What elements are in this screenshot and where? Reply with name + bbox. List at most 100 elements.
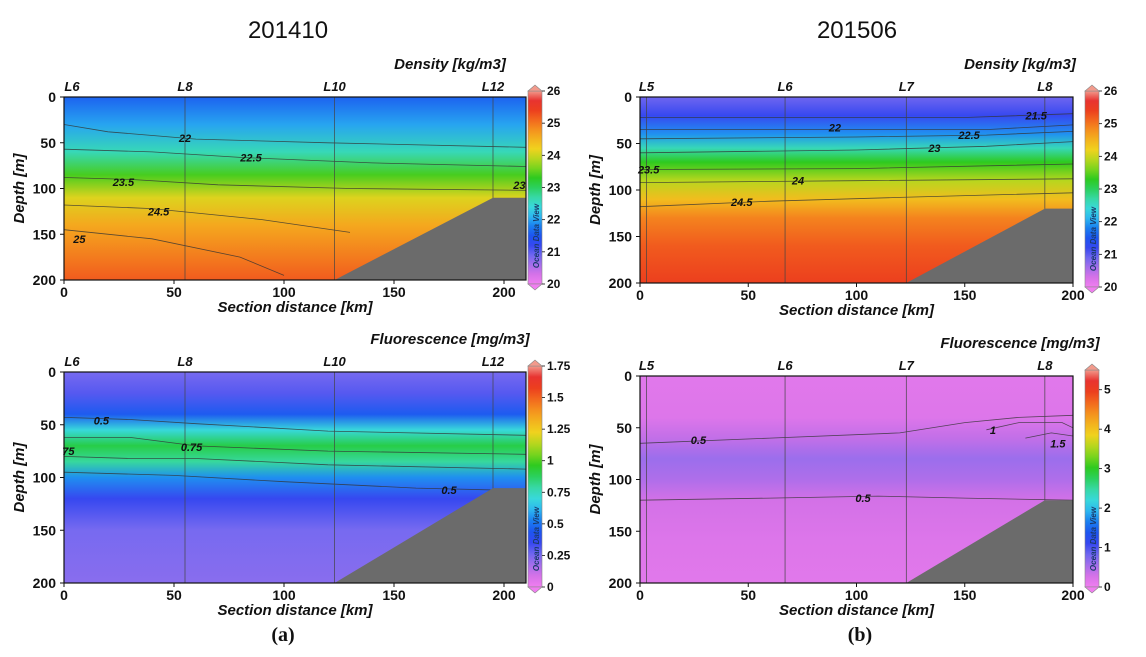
y-tick-label: 150 [609, 523, 633, 539]
contour-line [986, 422, 1074, 431]
panel-title: Fluorescence [mg/m3] [940, 335, 1100, 352]
colorbar-tick-label: 0 [1104, 580, 1111, 594]
contour-label: 22 [828, 123, 841, 135]
colorbar-tick-label: 20 [1104, 280, 1118, 294]
contour-line [639, 495, 1074, 501]
contour-label: 25 [72, 234, 86, 246]
panel-letter-a: (a) [271, 624, 294, 646]
x-axis-label: Section distance [km] [217, 299, 373, 316]
station-label: L12 [482, 354, 505, 369]
colorbar-tick-label: 2 [1104, 501, 1111, 515]
seafloor [906, 208, 1073, 283]
contour-label: 22.5 [239, 152, 262, 164]
odv-watermark: Ocean Data View [532, 203, 541, 268]
y-axis-label: Depth [m] [587, 444, 604, 515]
colorbar-tick-label: 22 [547, 213, 561, 227]
contour-label: 24.5 [147, 206, 170, 218]
station-label: L5 [639, 358, 655, 373]
station-label: L7 [899, 79, 915, 94]
colorbar-tick-label: 1 [547, 454, 554, 468]
x-tick-label: 150 [953, 287, 977, 303]
colorbar-tick-label: 23 [547, 181, 561, 195]
x-tick-label: 100 [272, 284, 296, 300]
panel-title: Fluorescence [mg/m3] [370, 331, 530, 348]
contour-label: 1 [990, 425, 996, 437]
seafloor [334, 488, 526, 583]
x-axis-label: Section distance [km] [779, 602, 935, 619]
colorbar-cap-top [527, 359, 543, 367]
x-tick-label: 50 [740, 587, 756, 603]
x-tick-label: 0 [636, 587, 644, 603]
contour-line [63, 204, 351, 233]
x-tick-label: 50 [166, 587, 182, 603]
panel-letter-b: (b) [848, 624, 872, 646]
y-axis-label: Depth [m] [587, 154, 604, 225]
station-label: L10 [323, 354, 346, 369]
station-label: L6 [777, 358, 793, 373]
x-axis-label: Section distance [km] [217, 602, 373, 619]
y-tick-label: 50 [40, 417, 56, 433]
chart-panel-1: L5 L6 L7 L8 21.5 22 22.5 23 23.5 24 24.5 0 50 100 150 2… [587, 56, 1118, 319]
x-axis-label: Section distance [km] [779, 302, 935, 319]
y-tick-label: 200 [609, 575, 633, 591]
station-label: L10 [323, 79, 346, 94]
panel-title: Density [kg/m3] [964, 56, 1077, 73]
y-tick-label: 150 [33, 522, 57, 538]
odv-watermark: Ocean Data View [532, 506, 541, 571]
y-tick-label: 0 [48, 364, 56, 380]
station-label: L8 [1037, 358, 1053, 373]
colorbar-tick-label: 1.25 [547, 422, 571, 436]
colorbar-tick-label: 24 [547, 148, 561, 162]
contour-line [63, 456, 527, 470]
colorbar-tick-label: 0 [547, 580, 554, 594]
contour-label: 23.5 [112, 177, 135, 189]
y-tick-label: 100 [33, 470, 57, 486]
chart-panel-3: L5 L6 L7 L80.511.50.50 50 100 150 2000501001502… [587, 335, 1111, 619]
odv-watermark: Ocean Data View [1089, 506, 1098, 571]
contour-line [63, 148, 527, 167]
y-axis-label: Depth [m] [11, 153, 28, 224]
colorbar-tick-label: 20 [547, 277, 561, 291]
colorbar-tick-label: 1.5 [547, 391, 564, 405]
contour-line [639, 141, 1074, 154]
column-title-left: 201410 [248, 17, 328, 44]
x-tick-label: 200 [1061, 587, 1085, 603]
y-tick-label: 100 [609, 182, 633, 198]
contour-line [640, 113, 1074, 118]
contour-label: 24 [791, 176, 804, 188]
y-tick-label: 150 [609, 229, 633, 245]
colorbar-cap-top [1084, 363, 1100, 371]
colorbar-cap-top [527, 84, 543, 92]
panel-title: Density [kg/m3] [394, 56, 507, 73]
contour-line [64, 436, 527, 455]
contour-line [63, 229, 285, 276]
y-tick-label: 50 [616, 136, 632, 152]
x-tick-label: 100 [845, 587, 869, 603]
odv-watermark: Ocean Data View [1089, 206, 1098, 271]
contour-label: 22.5 [957, 130, 980, 142]
x-tick-label: 200 [1061, 287, 1085, 303]
colorbar-tick-label: 25 [547, 116, 561, 130]
contour-label: 0.5 [855, 493, 871, 505]
colorbar-tick-label: 26 [1104, 84, 1118, 98]
station-label: L6 [64, 354, 80, 369]
y-tick-label: 0 [48, 89, 56, 105]
contour-label: 0.5 [94, 416, 110, 428]
contour-label: 24.5 [730, 197, 753, 209]
colorbar-cap-bottom [527, 283, 543, 291]
y-tick-label: 100 [33, 181, 57, 197]
contour-line [63, 417, 527, 436]
station-label: L5 [639, 79, 655, 94]
colorbar-tick-label: 22 [1104, 215, 1118, 229]
colorbar-tick-label: 0.25 [547, 548, 571, 562]
colorbar-cap-bottom [1084, 586, 1100, 594]
colorbar-tick-label: 21 [1104, 247, 1118, 261]
contour-line [639, 414, 1074, 444]
column-title-right: 201506 [817, 17, 897, 44]
contour-line [639, 178, 1074, 183]
contour-label: 21.5 [1024, 111, 1047, 123]
seafloor [906, 500, 1073, 583]
x-tick-label: 0 [60, 284, 68, 300]
